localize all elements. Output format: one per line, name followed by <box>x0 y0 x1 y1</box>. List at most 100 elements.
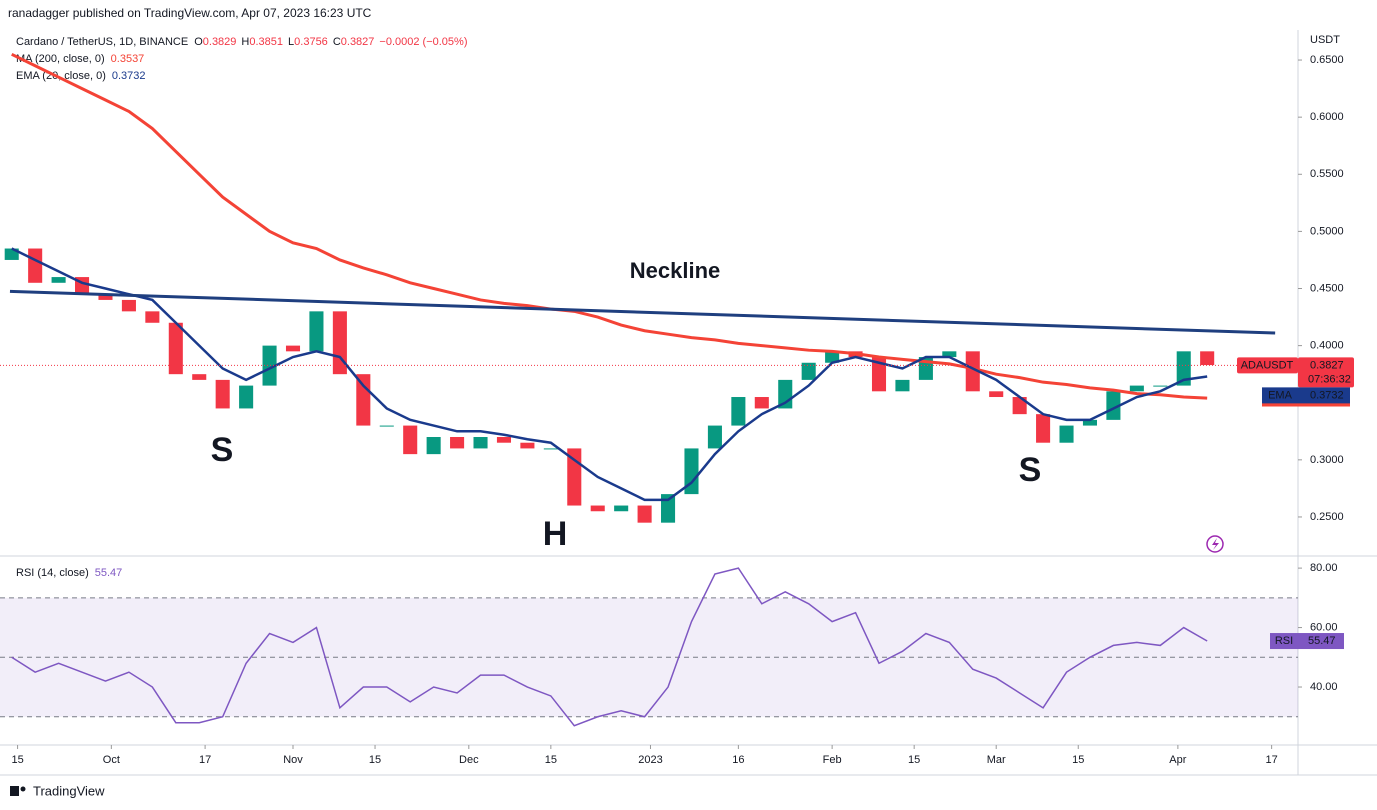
candle <box>403 425 418 455</box>
candle <box>590 505 605 512</box>
legend-rsi: RSI (14, close) 55.47 <box>16 567 122 579</box>
candle <box>332 311 347 375</box>
candle <box>1106 391 1121 420</box>
legend-name: MA (200, close, 0) <box>16 53 105 65</box>
legend-ma: MA (200, close, 0) 0.3537 <box>16 53 144 65</box>
price-tag <box>1298 357 1354 388</box>
y-tick-label: 0.2500 <box>1310 511 1344 523</box>
y-tick-label: 0.4000 <box>1310 340 1344 352</box>
ohlc-label: H <box>241 36 249 48</box>
y-tick-label: 0.4500 <box>1310 282 1344 294</box>
y-tick-label: 0.5500 <box>1310 168 1344 180</box>
candle <box>379 425 394 427</box>
x-tick-label: 15 <box>369 754 381 766</box>
x-tick-label: Apr <box>1169 754 1186 766</box>
pattern-label: S <box>211 431 234 469</box>
candle <box>989 391 1004 398</box>
candle <box>661 494 676 523</box>
y-tick-label: 0.6500 <box>1310 54 1344 66</box>
candle <box>121 299 136 312</box>
candle <box>145 311 160 323</box>
y-tick-label: 80.00 <box>1310 562 1338 574</box>
published: ranadagger published on TradingView.com,… <box>8 6 372 20</box>
line-tag <box>1270 633 1298 650</box>
candle <box>754 397 769 409</box>
candle <box>309 311 324 352</box>
symbol-tag <box>1237 357 1298 374</box>
y-tick-label: 0.6000 <box>1310 111 1344 123</box>
pattern-label: H <box>543 515 568 553</box>
rsi-line <box>11 567 1208 727</box>
neckline <box>9 289 1276 335</box>
neckline-label: Neckline <box>630 258 721 283</box>
candle <box>1012 397 1027 415</box>
legend-value: 55.47 <box>95 567 123 579</box>
y-tick-label: 0.5000 <box>1310 225 1344 237</box>
candle <box>450 437 465 449</box>
candle <box>239 385 254 409</box>
candle <box>1129 385 1144 392</box>
legend-quote: Cardano / TetherUS, 1D, BINANCE O0.3829 H0… <box>16 36 468 48</box>
candle <box>731 397 746 426</box>
ma-line <box>11 52 1208 400</box>
candle <box>356 374 371 426</box>
candle <box>1036 414 1051 443</box>
unit: USDT <box>1310 34 1340 46</box>
ohlc-value: 0.3756 <box>294 36 328 48</box>
legend-name: RSI (14, close) <box>16 567 89 579</box>
y-tick-label: 40.00 <box>1310 681 1338 693</box>
candle <box>520 442 535 449</box>
change: −0.0002 (−0.05%) <box>379 36 467 48</box>
candle <box>614 505 629 512</box>
footer-logo <box>10 786 26 796</box>
pattern-label: S <box>1019 451 1042 489</box>
ohlc-label: O <box>194 36 203 48</box>
line-tag-name: RSI <box>1275 635 1293 647</box>
x-tick-label: Mar <box>987 754 1006 766</box>
ohlc-value: 0.3827 <box>341 36 375 48</box>
footer-brand: TradingView <box>33 783 105 798</box>
flash-icon <box>1206 535 1224 553</box>
x-tick-label: 17 <box>1266 754 1278 766</box>
ohlc-value: 0.3829 <box>203 36 237 48</box>
candle <box>684 448 699 495</box>
candle <box>496 437 511 443</box>
x-tick-label: 17 <box>199 754 211 766</box>
x-tick-label: 15 <box>11 754 23 766</box>
candle <box>965 351 980 392</box>
symbol-tag-text: ADAUSDT <box>1241 359 1294 371</box>
legend-value: 0.3537 <box>111 53 145 65</box>
candle <box>426 437 441 455</box>
ohlc-label: C <box>333 36 341 48</box>
line-tag <box>1298 633 1344 650</box>
x-tick-label: 15 <box>908 754 920 766</box>
x-tick-label: 15 <box>545 754 557 766</box>
ohlc-label: L <box>288 36 294 48</box>
candle <box>98 294 113 300</box>
candle <box>285 345 301 352</box>
candle <box>637 505 652 523</box>
candle <box>1153 385 1168 387</box>
ohlc-value: 0.3851 <box>249 36 283 48</box>
line-tag <box>1262 387 1298 404</box>
candle <box>262 345 277 386</box>
candle <box>942 351 957 358</box>
candle <box>825 351 840 363</box>
line-tag-value: 0.3732 <box>1310 389 1344 401</box>
legend-value: 0.3732 <box>112 70 146 82</box>
price-tag-value: 0.3827 <box>1310 359 1344 371</box>
candle <box>543 448 558 450</box>
candle <box>473 437 488 449</box>
x-tick-label: Nov <box>283 754 303 766</box>
x-tick-label: 15 <box>1072 754 1084 766</box>
line-tag-name: EMA <box>1268 389 1293 401</box>
candle <box>1176 351 1191 386</box>
candle <box>168 322 183 375</box>
candle <box>801 362 816 380</box>
candle <box>1082 419 1098 426</box>
ma-line <box>11 247 1208 502</box>
candle <box>707 425 722 449</box>
candle <box>1059 425 1074 443</box>
x-tick-label: Feb <box>823 754 842 766</box>
